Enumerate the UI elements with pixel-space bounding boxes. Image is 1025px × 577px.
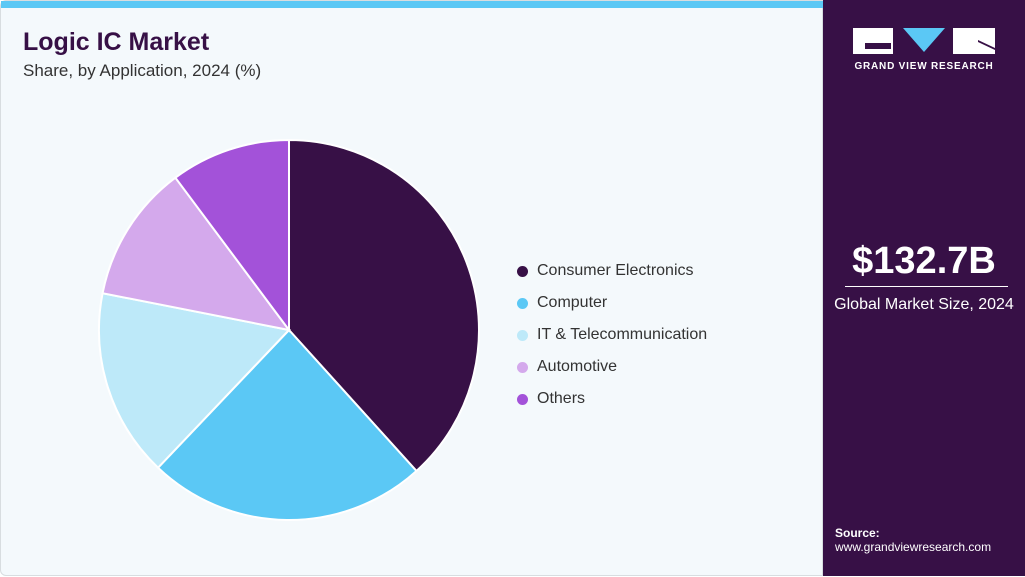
legend: Consumer Electronics Computer IT & Telecom…	[517, 255, 707, 415]
legend-label: Consumer Electronics	[537, 262, 694, 279]
pie-slice-automotive	[101, 176, 292, 332]
legend-item: IT & Telecommunication	[517, 319, 707, 351]
legend-item: Consumer Electronics	[517, 255, 707, 287]
legend-item: Automotive	[517, 351, 707, 383]
chart-subtitle: Share, by Application, 2024 (%)	[23, 61, 262, 80]
source-label: Source:	[835, 526, 880, 540]
market-size-label: Global Market Size, 2024	[834, 296, 1014, 313]
legend-swatch	[517, 393, 528, 405]
legend-label: IT & Telecommunication	[537, 326, 708, 343]
legend-label: Automotive	[537, 358, 618, 375]
divider	[845, 286, 1008, 287]
legend-label: Computer	[537, 294, 608, 311]
pie-slice-computer	[156, 328, 418, 521]
accent-bar	[1, 1, 824, 8]
sidebar: GRAND VIEW RESEARCH $132.7B Global Marke…	[823, 0, 1025, 576]
legend-swatch	[517, 265, 528, 277]
legend-item: Computer	[517, 287, 707, 319]
source-link[interactable]: www.grandviewresearch.com	[835, 540, 992, 554]
legend-swatch	[517, 329, 528, 341]
source: Source: www.grandviewresearch.com	[835, 526, 991, 554]
legend-label: Others	[537, 390, 586, 407]
pie-slice-consumer-electronics	[288, 138, 480, 473]
chart-title: Logic IC Market	[23, 28, 210, 56]
gvr-logo	[853, 28, 995, 54]
chart-panel: Logic IC Market Share, by Application, 2…	[0, 0, 824, 576]
pie-slice-others	[173, 138, 290, 334]
pie-slice-it-telecommunication	[98, 292, 291, 470]
pie-chart	[98, 138, 480, 521]
legend-swatch	[517, 361, 528, 373]
legend-item: Others	[517, 383, 707, 415]
logo-text: GRAND VIEW RESEARCH	[854, 61, 994, 72]
market-size: $132.7B	[852, 240, 996, 282]
legend-swatch	[517, 297, 528, 309]
